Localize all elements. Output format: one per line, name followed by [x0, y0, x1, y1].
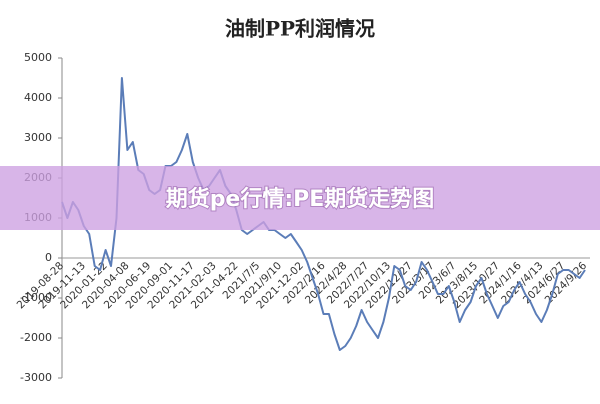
- y-tick-label: -1000: [20, 291, 52, 304]
- y-tick-label: -3000: [20, 371, 52, 384]
- banner-text: 期货pe行情:PE期货走势图: [166, 186, 435, 212]
- y-tick-label: 0: [45, 251, 52, 264]
- y-tick-label: -2000: [20, 331, 52, 344]
- y-tick-label: 5000: [24, 51, 52, 64]
- y-tick-label: 4000: [24, 91, 52, 104]
- y-tick-label: 3000: [24, 131, 52, 144]
- banner-band: [0, 166, 600, 230]
- chart-title: 油制PP利润情况: [225, 17, 375, 41]
